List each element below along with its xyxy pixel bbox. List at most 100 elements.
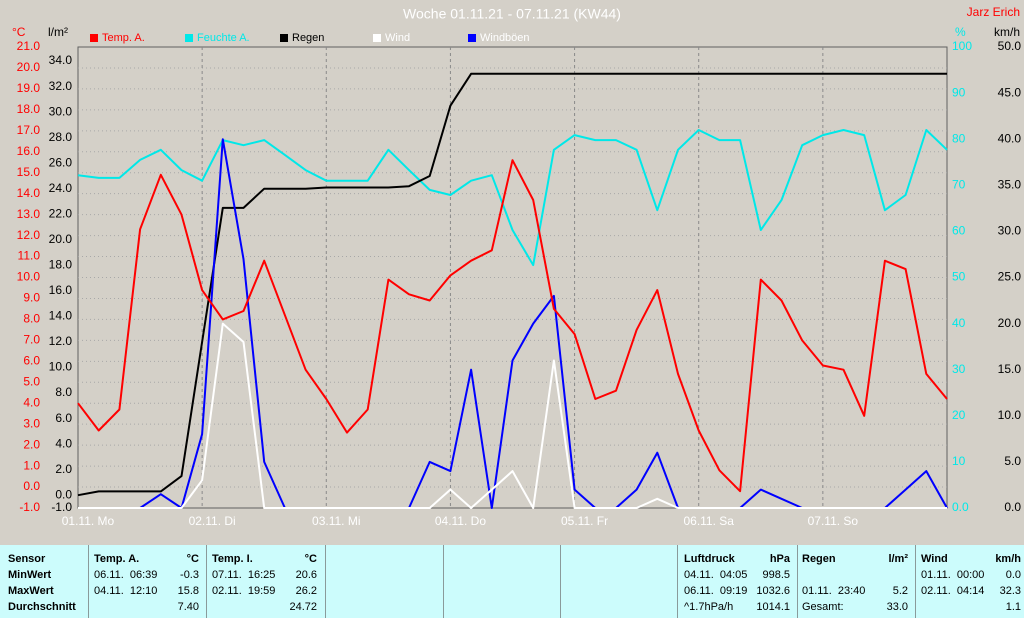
legend-label: Windböen bbox=[480, 32, 530, 44]
x-tick-label: 03.11. Mi bbox=[312, 514, 360, 528]
y-tick-label: 14.0 bbox=[17, 186, 41, 200]
header-name: Wind bbox=[921, 553, 948, 565]
y-tick-label: 4.0 bbox=[23, 395, 40, 409]
y4-tick-label: 40.0 bbox=[998, 131, 1022, 145]
y-tick-label: 9.0 bbox=[23, 291, 40, 305]
cell-value: 1032.6 bbox=[756, 585, 790, 597]
row-label: MaxWert bbox=[8, 585, 54, 597]
divider bbox=[677, 545, 678, 618]
x-tick-label: 04.11. Do bbox=[435, 514, 486, 528]
y3-tick-label: 0.0 bbox=[952, 500, 969, 514]
y4-tick-label: 0.0 bbox=[1004, 500, 1021, 514]
y2-tick-label: 28.0 bbox=[49, 130, 73, 144]
y-tick-label: 16.0 bbox=[17, 144, 41, 158]
y2-tick-label: 24.0 bbox=[49, 181, 73, 195]
header-unit: °C bbox=[304, 553, 317, 565]
y3-tick-label: 40 bbox=[952, 316, 966, 330]
y3-tick-label: 70 bbox=[952, 177, 966, 191]
y-tick-label: 11.0 bbox=[18, 249, 41, 263]
y2-axis-unit: l/m² bbox=[48, 25, 68, 39]
cell-time: 02.11. 19:59 bbox=[212, 585, 276, 597]
y4-tick-label: 5.0 bbox=[1004, 454, 1021, 468]
y-tick-label: 12.0 bbox=[17, 228, 41, 242]
x-tick-label: 05.11. Fr bbox=[561, 514, 608, 528]
y2-tick-label: 14.0 bbox=[49, 309, 73, 323]
legend-label: Temp. A. bbox=[102, 32, 145, 44]
divider bbox=[325, 545, 326, 618]
y3-tick-label: 20 bbox=[952, 408, 966, 422]
y2-tick-label: 2.0 bbox=[55, 462, 72, 476]
cell-value: 24.72 bbox=[289, 601, 317, 613]
y-tick-label: 21.0 bbox=[17, 39, 41, 53]
y-tick-label: 17.0 bbox=[17, 123, 41, 137]
y-tick-label: 1.0 bbox=[23, 458, 40, 472]
y2-tick-label: 0.0 bbox=[55, 487, 72, 501]
legend-label: Feuchte A. bbox=[197, 32, 250, 44]
header-unit: l/m² bbox=[888, 553, 908, 565]
legend-label: Regen bbox=[292, 32, 324, 44]
author: Jarz Erich bbox=[967, 5, 1020, 19]
cell-value: 33.0 bbox=[886, 601, 908, 613]
legend-swatch bbox=[185, 34, 193, 42]
header-name: Temp. I. bbox=[212, 553, 253, 565]
y-tick-label: 18.0 bbox=[17, 102, 41, 116]
divider bbox=[443, 545, 444, 618]
y2-tick-label: 34.0 bbox=[49, 53, 73, 67]
header-unit: hPa bbox=[769, 553, 790, 565]
divider bbox=[88, 545, 89, 618]
cell-time: 06.11. 06:39 bbox=[94, 569, 158, 581]
y2-tick-label: 20.0 bbox=[49, 232, 73, 246]
divider bbox=[797, 545, 798, 618]
header-unit: km/h bbox=[995, 553, 1021, 565]
cell-value: 26.2 bbox=[295, 585, 317, 597]
divider bbox=[915, 545, 916, 618]
y2-tick-label: 10.0 bbox=[49, 360, 73, 374]
y2-tick-label: 4.0 bbox=[55, 436, 72, 450]
y-tick-label: 6.0 bbox=[23, 353, 40, 367]
y3-axis-unit: % bbox=[955, 25, 966, 39]
legend-swatch bbox=[90, 34, 98, 42]
y2-tick-label: 32.0 bbox=[49, 79, 73, 93]
series-line bbox=[78, 322, 947, 509]
y4-tick-label: 20.0 bbox=[998, 316, 1022, 330]
y-tick-label: -1.0 bbox=[19, 500, 40, 514]
legend-label: Wind bbox=[385, 32, 410, 44]
header-name: Temp. A. bbox=[94, 553, 140, 565]
cell-time: 06.11. 09:19 bbox=[684, 585, 748, 597]
header-name: Luftdruck bbox=[684, 553, 735, 565]
y3-tick-label: 60 bbox=[952, 224, 966, 238]
cell-time: 07.11. 16:25 bbox=[212, 569, 276, 581]
y-axis-unit: °C bbox=[12, 25, 26, 39]
cell-value: 1014.1 bbox=[756, 601, 790, 613]
y-tick-label: 20.0 bbox=[17, 60, 41, 74]
cell-value: 998.5 bbox=[762, 569, 790, 581]
cell-time: 02.11. 04:14 bbox=[921, 585, 985, 597]
x-tick-label: 02.11. Di bbox=[189, 514, 236, 528]
x-tick-label: 06.11. Sa bbox=[683, 514, 734, 528]
y4-tick-label: 45.0 bbox=[998, 85, 1022, 99]
y2-tick-label: 12.0 bbox=[49, 334, 73, 348]
y-tick-label: 5.0 bbox=[23, 374, 40, 388]
y-tick-label: 15.0 bbox=[17, 165, 41, 179]
cell-value: 1.1 bbox=[1005, 601, 1021, 613]
cell-time: 01.11. 00:00 bbox=[921, 569, 985, 581]
y2-tick-label: 30.0 bbox=[49, 104, 73, 118]
legend-swatch bbox=[280, 34, 288, 42]
y4-tick-label: 50.0 bbox=[998, 39, 1022, 53]
y2-tick-label: 16.0 bbox=[49, 283, 73, 297]
y-tick-label: 0.0 bbox=[23, 479, 40, 493]
y4-tick-label: 35.0 bbox=[998, 177, 1022, 191]
y2-tick-label: 18.0 bbox=[49, 258, 73, 272]
cell-value: 0.0 bbox=[1005, 569, 1021, 581]
series-line bbox=[77, 159, 948, 493]
x-tick-label: 01.11. Mo bbox=[62, 514, 115, 528]
header-unit: °C bbox=[186, 553, 199, 565]
cell-value: 20.6 bbox=[295, 569, 317, 581]
header-sensor: Sensor bbox=[8, 553, 46, 565]
y2-tick-label: 26.0 bbox=[49, 155, 73, 169]
cell-time: 04.11. 04:05 bbox=[684, 569, 748, 581]
y-tick-label: 13.0 bbox=[17, 207, 41, 221]
divider bbox=[560, 545, 561, 618]
cell-value: -0.3 bbox=[180, 569, 199, 581]
